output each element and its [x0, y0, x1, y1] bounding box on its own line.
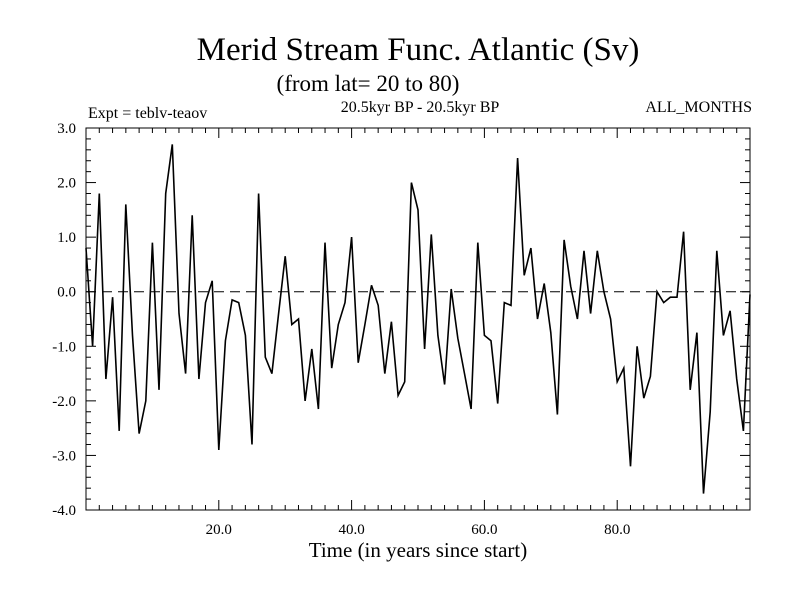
- y-tick-label: -1.0: [52, 339, 76, 355]
- y-axis-ticks: [86, 127, 750, 511]
- months-label: ALL_MONTHS: [645, 99, 752, 116]
- chart-title: Merid Stream Func. Atlantic (Sv): [197, 32, 640, 68]
- x-tick-label: 20.0: [206, 522, 232, 538]
- x-axis-labels: 20.0 40.0 60.0 80.0: [206, 522, 631, 538]
- x-axis-title: Time (in years since start): [309, 538, 528, 562]
- y-tick-label: 1.0: [57, 230, 76, 246]
- x-tick-label: 80.0: [604, 522, 630, 538]
- y-tick-label: 0.0: [57, 285, 76, 301]
- y-axis-labels: 3.0 2.0 1.0 0.0 -1.0 -2.0 -3.0 -4.0: [52, 121, 76, 519]
- y-tick-label: 3.0: [57, 121, 76, 137]
- plot-frame: [85, 127, 751, 511]
- x-tick-label: 60.0: [471, 522, 497, 538]
- experiment-label: Expt = teblv-teaov: [88, 105, 207, 122]
- x-tick-label: 40.0: [338, 522, 364, 538]
- y-tick-label: -4.0: [52, 503, 76, 519]
- series-line: [85, 144, 751, 494]
- chart-subtitle: (from lat= 20 to 80): [277, 71, 460, 96]
- period-label: 20.5kyr BP - 20.5kyr BP: [341, 99, 500, 116]
- y-tick-label: -2.0: [52, 394, 76, 410]
- y-tick-label: 2.0: [57, 176, 76, 192]
- y-tick-label: -3.0: [52, 448, 76, 464]
- x-axis-ticks: [98, 128, 738, 510]
